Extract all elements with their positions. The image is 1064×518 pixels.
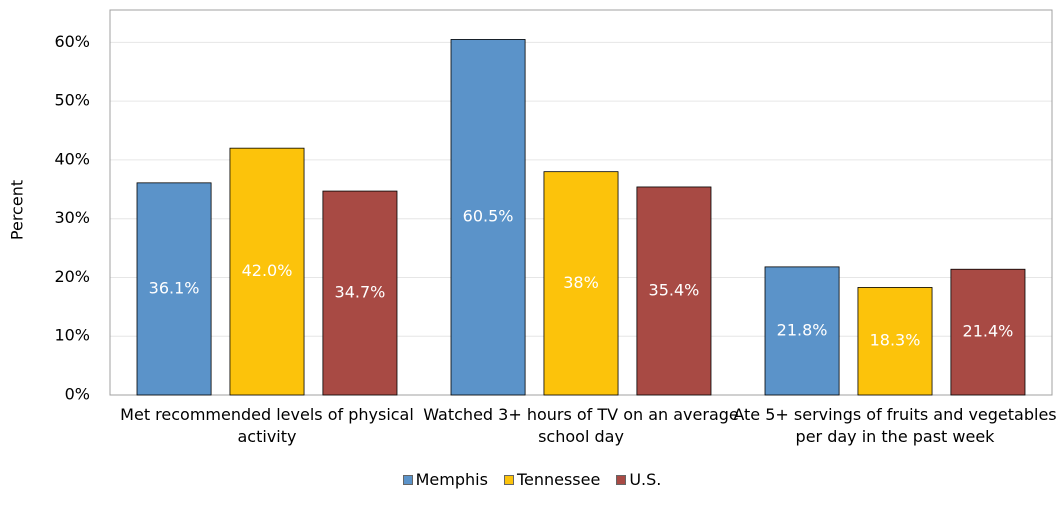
bar <box>229 147 305 396</box>
legend: Memphis Tennessee U.S. <box>0 470 1064 489</box>
data-label: 21.4% <box>963 322 1014 341</box>
legend-swatch <box>503 474 514 485</box>
data-label: 21.8% <box>777 320 828 339</box>
y-axis-title: Percent <box>8 180 27 240</box>
y-tick-label: 50% <box>54 91 90 110</box>
data-label: 42.0% <box>242 261 293 280</box>
data-label: 36.1% <box>149 278 200 297</box>
legend-swatch <box>616 474 627 485</box>
data-label: 38% <box>563 273 599 292</box>
bar <box>950 268 1026 396</box>
legend-item: Memphis <box>402 470 488 489</box>
bar <box>543 171 619 396</box>
y-tick-label: 60% <box>54 32 90 51</box>
data-label: 60.5% <box>463 207 514 226</box>
y-tick-label: 30% <box>54 208 90 227</box>
y-tick-label: 20% <box>54 267 90 286</box>
legend-label: Tennessee <box>516 470 601 489</box>
bar <box>764 266 840 396</box>
bar <box>136 182 212 396</box>
bar <box>450 39 526 396</box>
x-tick-label: Watched 3+ hours of TV on an average sch… <box>423 405 739 446</box>
x-tick-label: Met recommended levels of physical activ… <box>120 405 414 446</box>
legend-label: Memphis <box>415 470 488 489</box>
y-tick-label: 0% <box>65 385 90 404</box>
legend-label: U.S. <box>629 470 662 489</box>
legend-item: U.S. <box>616 470 661 489</box>
data-label: 35.4% <box>649 280 700 299</box>
data-label: 18.3% <box>870 331 921 350</box>
bar <box>636 186 712 396</box>
y-tick-label: 40% <box>54 149 90 168</box>
legend-swatch <box>402 474 413 485</box>
legend-item: Tennessee <box>503 470 601 489</box>
y-tick-label: 10% <box>54 326 90 345</box>
data-label: 34.7% <box>335 283 386 302</box>
x-tick-label: Ate 5+ servings of fruits and vegetables… <box>733 405 1057 446</box>
bar <box>322 190 398 396</box>
bar <box>857 287 933 396</box>
